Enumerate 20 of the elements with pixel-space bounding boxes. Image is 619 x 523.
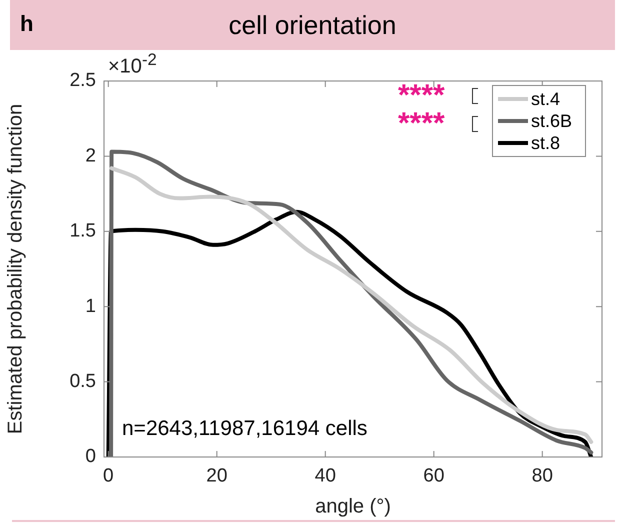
y-tick-label: 2 bbox=[85, 145, 96, 166]
x-tick-label: 60 bbox=[423, 466, 444, 487]
y-tick-label: 1 bbox=[85, 296, 96, 317]
text: h bbox=[20, 11, 34, 36]
legend-label: st.8 bbox=[531, 132, 560, 154]
x-tick-label: 20 bbox=[206, 466, 228, 487]
x-tick-label: 0 bbox=[103, 466, 114, 487]
y-axis-title: Estimated probability density function bbox=[4, 104, 27, 434]
x-tick-label: 80 bbox=[532, 466, 553, 487]
legend-label: st.6B bbox=[531, 110, 572, 132]
annotation: n=2643,11987,16194 cells bbox=[122, 417, 368, 440]
text: ×10$^{-2}$ bbox=[108, 50, 157, 78]
x-tick-label: 40 bbox=[314, 466, 336, 487]
y-tick-label: 1.5 bbox=[70, 220, 96, 242]
chart-title: cell orientation bbox=[228, 10, 396, 40]
x-axis-title: angle (°) bbox=[315, 496, 391, 518]
legend-label: st.4 bbox=[531, 88, 560, 110]
y-tick-label: 0.5 bbox=[70, 371, 96, 392]
y-tick-label: 0 bbox=[85, 446, 96, 468]
y-tick-label: 2.5 bbox=[70, 70, 96, 92]
